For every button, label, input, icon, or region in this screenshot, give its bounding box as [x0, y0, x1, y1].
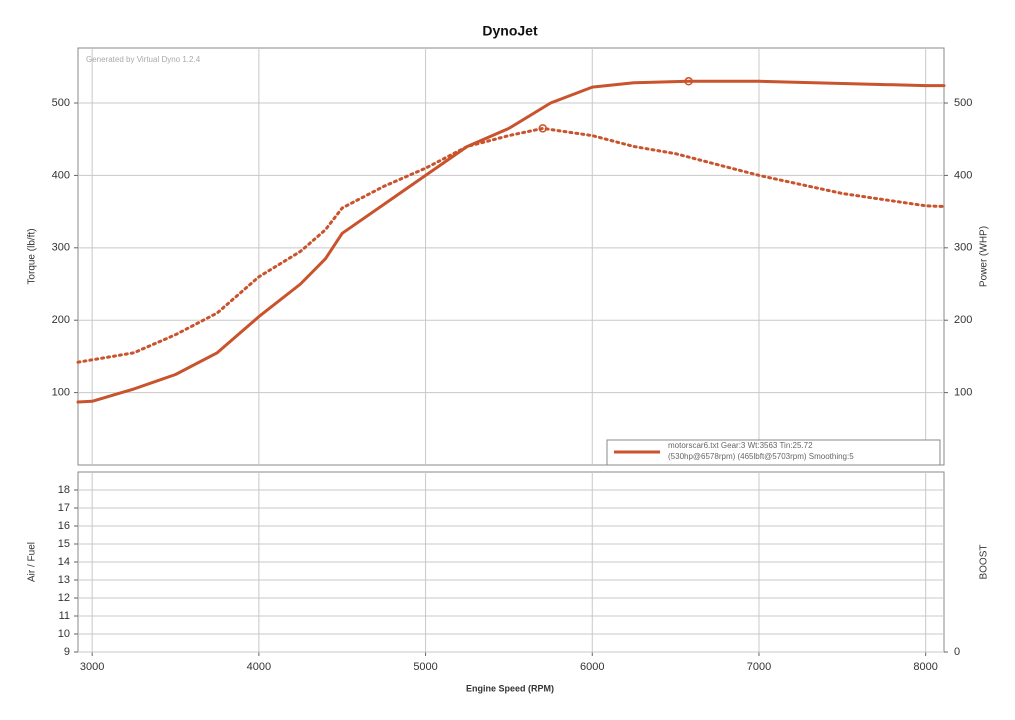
- y-axis-label: Torque (lb/ft): [27, 228, 38, 284]
- series-line: [76, 126, 946, 364]
- x-tick-label: 8000: [913, 661, 937, 673]
- y-tick-label: 13: [58, 574, 70, 586]
- y-tick-label: 400: [52, 169, 70, 181]
- legend-text: motorscar6.txt Gear:3 Wt:3563 Tin:25.72: [668, 441, 813, 450]
- x-tick-label: 7000: [747, 661, 771, 673]
- y-tick-label: 100: [52, 387, 70, 399]
- x-axis-label: Engine Speed (RPM): [466, 683, 554, 693]
- y-axis-label: Air / Fuel: [27, 542, 38, 582]
- y2-tick-label: 100: [954, 387, 972, 399]
- watermark: Generated by Virtual Dyno 1.2.4: [86, 55, 201, 64]
- x-tick-label: 4000: [247, 661, 271, 673]
- y2-tick-label: 400: [954, 169, 972, 181]
- y2-tick-label: 0: [954, 646, 960, 658]
- legend-text: (530hp@6578rpm) (465lbft@5703rpm) Smooth…: [668, 452, 854, 461]
- y-tick-label: 500: [52, 97, 70, 109]
- y-tick-label: 12: [58, 592, 70, 604]
- y2-tick-label: 500: [954, 97, 972, 109]
- y-tick-label: 18: [58, 484, 70, 496]
- x-tick-label: 3000: [80, 661, 104, 673]
- peak-marker: [684, 77, 693, 86]
- y2-tick-label: 300: [954, 242, 972, 254]
- y-tick-label: 14: [58, 556, 70, 568]
- y-tick-label: 9: [64, 646, 70, 658]
- y-tick-label: 10: [58, 628, 70, 640]
- y-tick-label: 200: [52, 314, 70, 326]
- series-line: [76, 79, 946, 404]
- peak-marker: [538, 124, 548, 133]
- y2-axis-label: BOOST: [979, 544, 990, 579]
- y-tick-label: 300: [52, 242, 70, 254]
- plot-area: [77, 47, 945, 466]
- y-tick-label: 15: [58, 538, 70, 550]
- chart-title: DynoJet: [482, 23, 538, 39]
- x-tick-label: 6000: [580, 661, 604, 673]
- y2-tick-label: 200: [954, 314, 972, 326]
- legend-box: [606, 439, 941, 466]
- y-tick-label: 17: [58, 502, 70, 514]
- y-tick-label: 11: [59, 610, 70, 622]
- y-tick-label: 16: [58, 520, 70, 532]
- x-tick-label: 5000: [413, 661, 437, 673]
- y2-axis-label: Power (WHP): [979, 226, 990, 287]
